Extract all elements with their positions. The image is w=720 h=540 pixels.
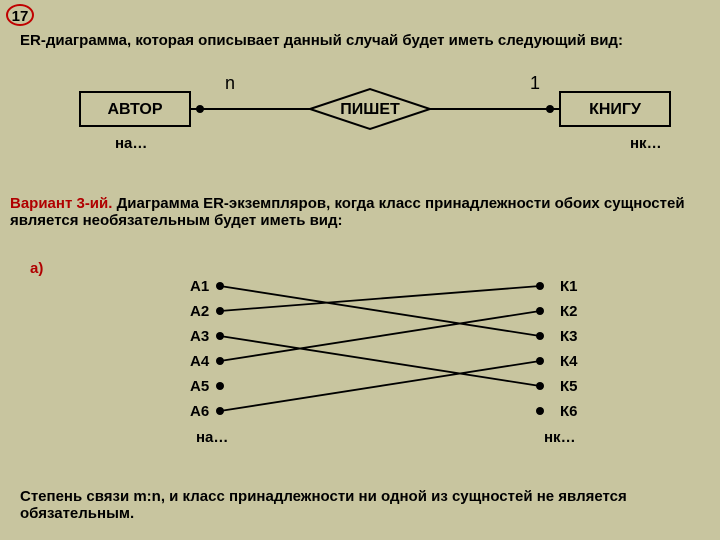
variant-rest: Диаграмма ER-экземпляров, когда класс пр… <box>10 195 685 229</box>
intro-text: ER-диаграмма, которая описывает данный с… <box>20 32 700 49</box>
left-cardinality: n <box>225 73 235 93</box>
bip-left-dot <box>216 282 224 290</box>
bip-edge <box>220 286 540 336</box>
subfigure-a-label: а) <box>30 260 43 277</box>
relationship-label: ПИШЕТ <box>340 101 400 118</box>
variant-text: Вариант 3-ий. Диаграмма ER-экземпляров, … <box>10 195 700 229</box>
conclusion-text: Степень связи m:n, и класс принадлежност… <box>20 488 700 522</box>
bip-right-dot <box>536 357 544 365</box>
bip-right-dot <box>536 282 544 290</box>
left-dot <box>196 105 204 113</box>
bip-left-below: на… <box>196 429 228 446</box>
bip-right-dot <box>536 332 544 340</box>
bip-right-dot <box>536 382 544 390</box>
bip-left-label: А6 <box>190 403 209 420</box>
right-below-label: нк… <box>630 135 662 152</box>
bip-edge <box>220 286 540 311</box>
page-number: 17 <box>6 4 34 26</box>
bip-right-label: К3 <box>560 328 578 345</box>
bip-right-label: К1 <box>560 278 578 295</box>
bip-left-dot <box>216 357 224 365</box>
variant-prefix: Вариант 3-ий. <box>10 195 112 212</box>
bip-left-dot <box>216 307 224 315</box>
bip-left-dot <box>216 332 224 340</box>
entity-book-label: КНИГУ <box>589 101 642 118</box>
bip-left-label: А1 <box>190 278 209 295</box>
bip-left-label: А2 <box>190 303 209 320</box>
bip-right-label: К6 <box>560 403 578 420</box>
bip-left-label: А3 <box>190 328 209 345</box>
bip-right-dot <box>536 307 544 315</box>
bip-left-label: А4 <box>190 353 210 370</box>
bip-right-label: К2 <box>560 303 578 320</box>
er-diagram: АВТОР ПИШЕТ КНИГУ n 1 на… нк… <box>0 72 720 152</box>
right-cardinality: 1 <box>530 73 540 93</box>
entity-author-label: АВТОР <box>108 101 163 118</box>
bipartite-diagram: А1 А2 А3 А4 А5 А6 К1 К2 К3 К4 К5 К6 на… нк… <box>160 270 600 470</box>
bip-edge <box>220 361 540 411</box>
bip-left-dot <box>216 382 224 390</box>
bip-edge <box>220 311 540 361</box>
right-dot <box>546 105 554 113</box>
left-below-label: на… <box>115 135 147 152</box>
bip-left-label: А5 <box>190 378 209 395</box>
bip-right-label: К5 <box>560 378 578 395</box>
bip-edge <box>220 336 540 386</box>
bip-left-dot <box>216 407 224 415</box>
bip-right-label: К4 <box>560 353 578 370</box>
bip-right-dot <box>536 407 544 415</box>
bip-right-below: нк… <box>544 429 576 446</box>
